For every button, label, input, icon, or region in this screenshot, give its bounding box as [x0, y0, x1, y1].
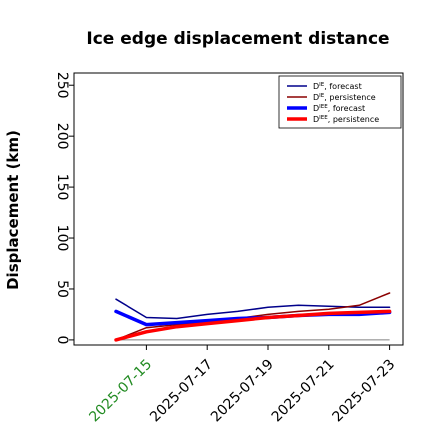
x-tick-label-2025-07-19: 2025-07-19: [208, 357, 277, 426]
y-tick-label-200: 200: [54, 123, 70, 150]
x-tick-label-2025-07-21: 2025-07-21: [269, 357, 338, 426]
legend-entry-3: DIEE, persistence: [313, 115, 379, 124]
plot-area: 0501001502002502025-07-152025-07-172025-…: [54, 72, 404, 426]
y-axis-label: Displacement (km): [4, 130, 22, 290]
plot-frame: [73, 72, 404, 346]
y-tick-label-250: 250: [54, 72, 70, 99]
x-tick-label-2025-07-17: 2025-07-17: [147, 357, 216, 426]
chart-title: Ice edge displacement distance: [86, 29, 389, 49]
y-tick-label-0: 0: [54, 335, 70, 344]
legend-entry-2: DIEE, forecast: [313, 104, 365, 113]
y-tick-label-150: 150: [54, 174, 70, 201]
legend-entry-1: DIE, persistence: [313, 93, 376, 102]
y-tick-label-50: 50: [54, 280, 70, 298]
series-line-3: [114, 309, 392, 342]
y-tick-label-100: 100: [54, 225, 70, 252]
x-tick-label-2025-07-23: 2025-07-23: [330, 357, 399, 426]
legend-entry-0: DIE, forecast: [313, 82, 362, 91]
x-tick-label-2025-07-15: 2025-07-15: [86, 357, 155, 426]
